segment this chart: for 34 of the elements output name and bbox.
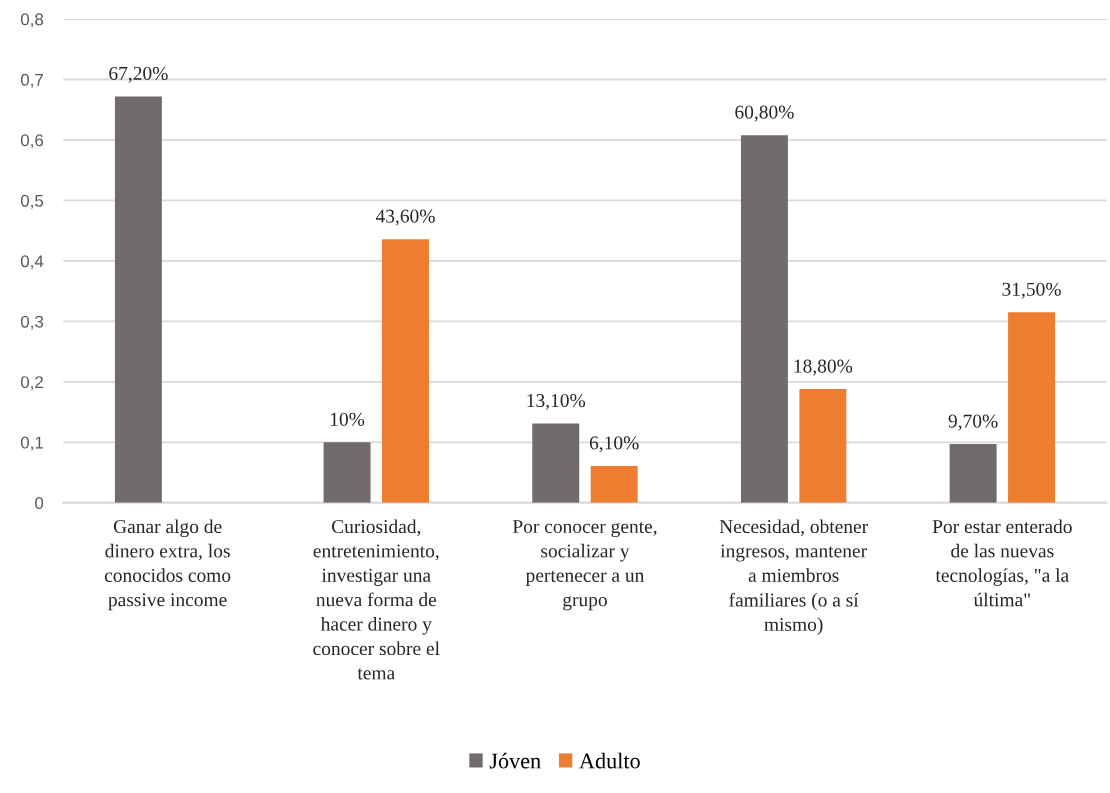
bar — [114, 96, 162, 503]
x-tick-label: Necesidad, obtener ingresos, mantener a miembros familiares (o a sí mismo) — [719, 519, 868, 635]
data-label: 13,10% — [527, 393, 586, 410]
y-tick-label: 0,7 — [20, 73, 43, 88]
data-label: 18,80% — [794, 359, 853, 376]
x-tick-label: Curiosidad, entretenimiento, investigar una nueva forma de hacer dinero y conocer sobre el tema — [313, 519, 440, 680]
data-label: 67,20% — [109, 66, 168, 83]
bar — [590, 465, 638, 503]
y-tick-label: 0,5 — [20, 194, 44, 209]
bar — [799, 389, 847, 503]
x-tick-label: Por estar enterado de las nuevas tecnologías, "a la última" — [932, 519, 1072, 607]
data-label: 10% — [330, 412, 365, 426]
y-tick-label: 0,3 — [20, 315, 44, 330]
y-tick-label: 0 — [35, 497, 44, 510]
y-tick-label: 0,1 — [20, 436, 43, 451]
bar — [532, 423, 580, 503]
data-label: 31,50% — [1002, 282, 1061, 299]
y-tick-label: 0,6 — [20, 134, 44, 149]
data-label: 9,70% — [948, 414, 998, 431]
data-label: 6,10% — [589, 436, 639, 453]
legend-label: Jóven — [489, 752, 541, 769]
legend-label: Adulto — [579, 752, 640, 769]
bar — [740, 135, 788, 503]
data-label: 60,80% — [735, 105, 794, 122]
y-tick-label: 0,8 — [20, 13, 44, 28]
y-tick-label: 0,2 — [20, 376, 43, 391]
x-tick-label: Por conocer gente, socializar y pertenecer a un grupo — [512, 520, 657, 611]
bar — [949, 444, 997, 503]
x-tick-label: Ganar algo de dinero extra, los conocidos como passive income — [104, 519, 231, 611]
bar — [323, 442, 371, 503]
y-tick-label: 0,4 — [20, 255, 44, 270]
data-label: 43,60% — [375, 209, 435, 226]
bar — [382, 239, 429, 503]
bar — [1008, 312, 1056, 503]
